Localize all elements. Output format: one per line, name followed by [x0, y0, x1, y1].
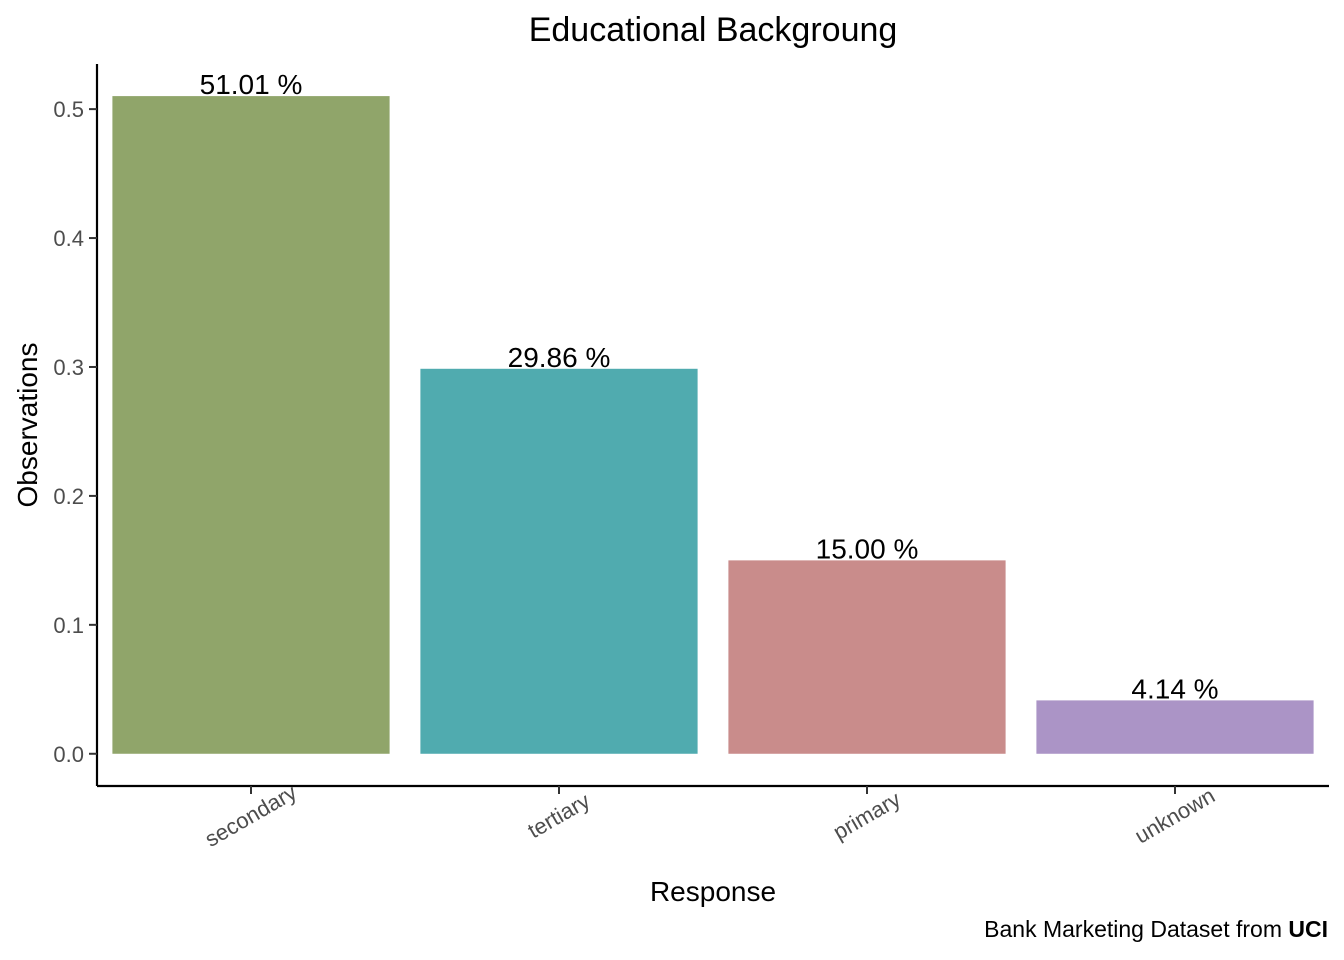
- x-tick-label-tertiary: tertiary: [523, 788, 594, 843]
- y-tick-label: 0.4: [53, 226, 84, 251]
- y-tick-label: 0.2: [53, 484, 84, 509]
- bar-secondary: [112, 96, 390, 754]
- data-label-unknown: 4.14 %: [1131, 673, 1218, 704]
- data-label-primary: 15.00 %: [816, 533, 919, 564]
- bars: [112, 96, 1314, 754]
- caption: Bank Marketing Dataset from UCI: [984, 916, 1328, 943]
- y-tick-label: 0.5: [53, 97, 84, 122]
- data-label-tertiary: 29.86 %: [508, 342, 611, 373]
- x-axis-title: Response: [650, 876, 776, 907]
- caption-text: Bank Marketing Dataset from: [984, 916, 1289, 942]
- y-axis-title: Observations: [12, 343, 43, 508]
- y-tick-label: 0.0: [53, 742, 84, 767]
- data-labels: 51.01 % 29.86 % 15.00 % 4.14 %: [200, 69, 1219, 704]
- bar-tertiary: [420, 368, 698, 754]
- bar-primary: [728, 560, 1006, 754]
- x-axis: secondary tertiary primary unknown: [97, 779, 1329, 852]
- y-axis: 0.0 0.1 0.2 0.3 0.4 0.5: [53, 64, 99, 786]
- bar-unknown: [1036, 700, 1314, 754]
- y-tick-label: 0.3: [53, 355, 84, 380]
- chart-title: Educational Backgroung: [529, 11, 898, 49]
- y-tick-label: 0.1: [53, 613, 84, 638]
- x-tick-label-primary: primary: [829, 786, 905, 844]
- data-label-secondary: 51.01 %: [200, 69, 303, 100]
- caption-source: UCI: [1288, 916, 1328, 942]
